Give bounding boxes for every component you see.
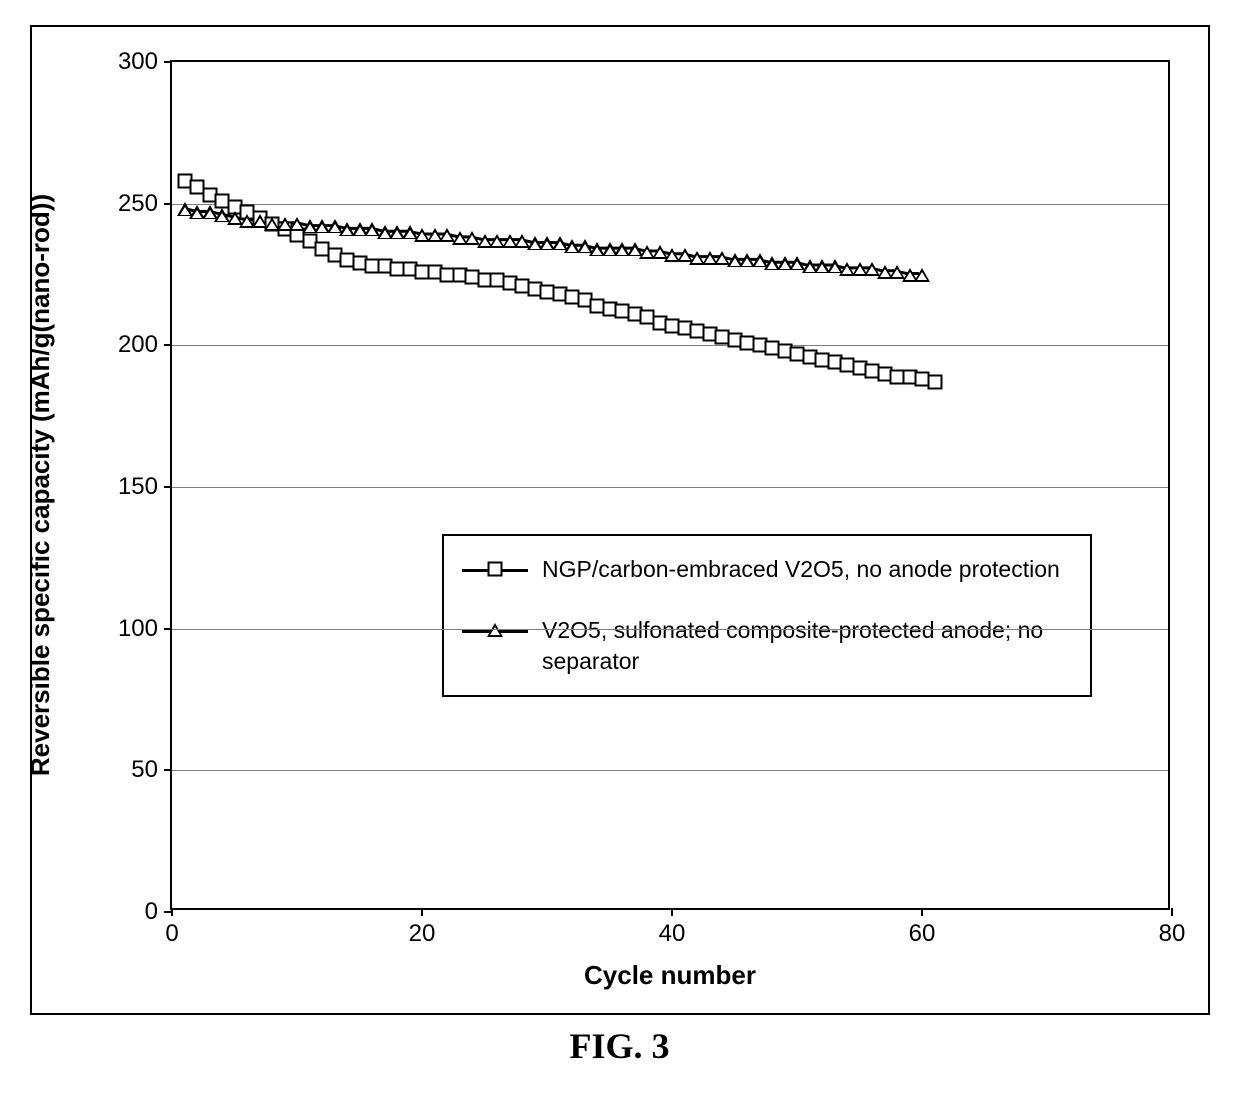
- y-tick: [164, 203, 172, 205]
- square-marker-icon: [488, 561, 503, 576]
- y-tick-label: 250: [118, 190, 158, 218]
- gridline: [172, 204, 1168, 205]
- figure-caption: FIG. 3: [0, 1025, 1239, 1067]
- gridline: [172, 770, 1168, 771]
- y-tick: [164, 344, 172, 346]
- y-axis-title: Reversible specific capacity (mAh/g(nano…: [25, 60, 56, 910]
- x-tick-label: 40: [659, 920, 686, 948]
- y-tick: [164, 486, 172, 488]
- series-line-ngp: [184, 180, 931, 380]
- x-tick: [1171, 908, 1173, 916]
- series-lines: [172, 62, 1168, 908]
- legend-item: NGP/carbon-embraced V2O5, no anode prote…: [462, 554, 1072, 585]
- y-tick-label: 150: [118, 473, 158, 501]
- y-tick-label: 0: [145, 898, 158, 926]
- x-tick-label: 60: [909, 920, 936, 948]
- y-tick: [164, 61, 172, 63]
- triangle-marker-icon: [487, 623, 503, 637]
- legend-swatch: [462, 558, 528, 580]
- legend-label: V2O5, sulfonated composite-protected ano…: [542, 615, 1072, 677]
- x-tick-label: 20: [409, 920, 436, 948]
- x-tick: [421, 908, 423, 916]
- data-marker: [927, 375, 942, 390]
- x-tick: [671, 908, 673, 916]
- y-tick: [164, 628, 172, 630]
- chart-plot-area: NGP/carbon-embraced V2O5, no anode prote…: [170, 60, 1170, 910]
- legend-label: NGP/carbon-embraced V2O5, no anode prote…: [542, 554, 1072, 585]
- y-tick-label: 200: [118, 331, 158, 359]
- chart-legend: NGP/carbon-embraced V2O5, no anode prote…: [442, 534, 1092, 697]
- y-tick-label: 300: [118, 48, 158, 76]
- legend-item: V2O5, sulfonated composite-protected ano…: [462, 615, 1072, 677]
- x-tick: [171, 908, 173, 916]
- x-tick: [921, 908, 923, 916]
- legend-swatch: [462, 619, 528, 641]
- gridline: [172, 487, 1168, 488]
- x-tick-label: 0: [165, 920, 178, 948]
- y-tick-label: 50: [131, 756, 158, 784]
- gridline: [172, 629, 1168, 630]
- gridline: [172, 345, 1168, 346]
- y-tick-label: 100: [118, 615, 158, 643]
- x-axis-title: Cycle number: [170, 960, 1170, 991]
- data-marker: [914, 268, 930, 282]
- x-tick-label: 80: [1159, 920, 1186, 948]
- y-tick: [164, 769, 172, 771]
